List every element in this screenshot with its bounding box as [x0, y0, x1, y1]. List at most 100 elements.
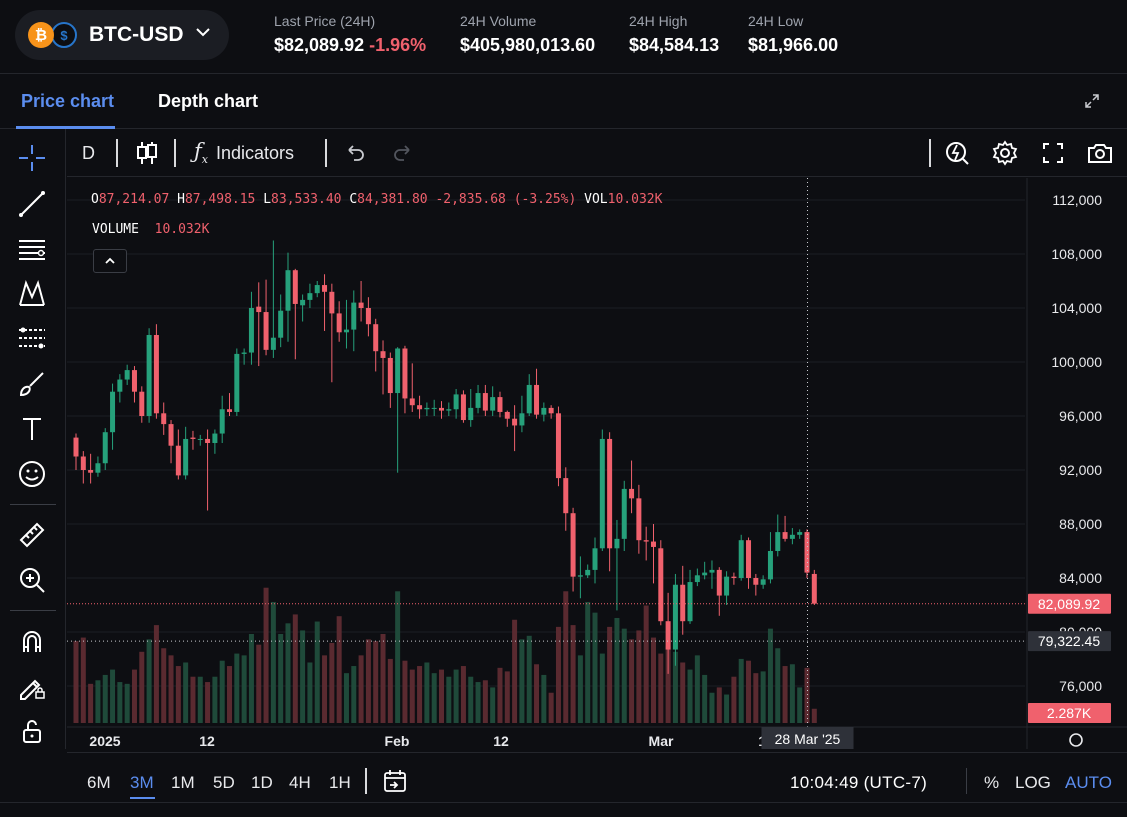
volume-bar: [687, 669, 693, 723]
volume-bar: [709, 692, 715, 723]
interval-selector[interactable]: D: [82, 142, 95, 163]
range-1m[interactable]: 1M: [171, 773, 195, 792]
price-chart[interactable]: 112,000 108,000 104,000 100,000 96,000 92,000…: [67, 178, 1127, 749]
candle-body: [387, 357, 393, 394]
candle-body: [161, 413, 167, 425]
candle-body: [526, 384, 532, 414]
pattern-icon[interactable]: [15, 277, 49, 311]
volume-bar: [117, 682, 123, 723]
candle-body: [614, 538, 620, 549]
log-scale-toggle[interactable]: LOG: [1015, 773, 1051, 792]
tab-price-chart[interactable]: Price chart: [21, 91, 115, 111]
emoji-icon[interactable]: [15, 457, 49, 491]
vol-label: VOL: [584, 192, 608, 207]
candle-body: [760, 579, 766, 585]
drawing-visibility-icon[interactable]: [944, 139, 970, 167]
redo-icon[interactable]: [392, 139, 414, 167]
collapse-legend-button[interactable]: [93, 249, 127, 273]
horizontal-lines-icon[interactable]: [15, 233, 49, 267]
low-value: $81,966.00: [748, 35, 839, 55]
candle-body: [212, 433, 218, 443]
indicators-button[interactable]: ƒx Indicators: [194, 139, 294, 167]
volume-bar: [570, 625, 576, 723]
volume-bar: [512, 619, 518, 723]
lock-drawing-icon[interactable]: [15, 669, 49, 703]
volume-bar: [775, 648, 781, 723]
trend-line-icon[interactable]: [15, 187, 49, 221]
function-icon: ƒx: [194, 139, 208, 167]
candle-body: [789, 534, 795, 539]
tab-depth-chart[interactable]: Depth chart: [158, 91, 259, 111]
candles-icon[interactable]: [136, 139, 158, 167]
crosshair-price-tag-bg: [1028, 631, 1111, 652]
fullscreen-icon[interactable]: [1041, 139, 1065, 167]
volume-bar: [782, 666, 788, 723]
candle-body: [555, 413, 561, 479]
market-header: ₿ $ BTC-USD Last Price (24H) $82,089.92 …: [0, 0, 1127, 74]
candle-body: [73, 437, 79, 457]
volume-bar: [716, 687, 722, 723]
low-stat: 24H Low $81,966.00: [748, 13, 838, 56]
date-range-icon[interactable]: [382, 768, 408, 799]
candle-body: [300, 299, 306, 306]
change-value: -2,835.68 (-3.25%): [435, 192, 577, 207]
range-3m[interactable]: 3M: [130, 773, 154, 792]
unlock-icon[interactable]: [15, 714, 49, 748]
price-tick-label: 108,000: [1051, 246, 1102, 262]
chevron-up-icon: [105, 257, 115, 264]
volume-bar: [614, 617, 620, 723]
undo-icon[interactable]: [344, 139, 366, 167]
fib-retracement-icon[interactable]: [15, 322, 49, 356]
volume-bar: [417, 666, 423, 723]
candle-body: [95, 463, 101, 473]
candle-body: [599, 438, 605, 549]
candle-body: [395, 348, 401, 394]
auto-scale-toggle[interactable]: AUTO: [1065, 773, 1112, 792]
expand-icon[interactable]: [1083, 92, 1101, 110]
candle-body: [541, 407, 547, 415]
volume-bar: [724, 694, 730, 723]
volume-bar: [256, 644, 262, 723]
volume-bar: [373, 641, 379, 723]
candle-body: [797, 532, 803, 535]
volume-legend-value: 10.032K: [154, 222, 210, 237]
text-tool-icon[interactable]: [15, 412, 49, 446]
percent-scale-toggle[interactable]: %: [984, 773, 1000, 792]
volume-bar: [197, 676, 203, 723]
last-price-tag-bg: [1028, 593, 1111, 614]
crosshair-icon[interactable]: [15, 141, 49, 175]
price-tick-label: 92,000: [1059, 462, 1102, 478]
volume-stat: 24H Volume $405,980,013.60: [460, 13, 595, 56]
volume-bar: [329, 642, 335, 723]
crosshair-date-bg: [761, 727, 854, 749]
price-change: -1.96%: [369, 35, 427, 55]
pair-selector[interactable]: ₿ $ BTC-USD: [15, 10, 229, 60]
candle-body: [482, 393, 488, 411]
volume-bar: [88, 683, 94, 723]
volume-bar: [161, 648, 167, 723]
range-1h[interactable]: 1H: [329, 773, 351, 792]
candle-body: [417, 405, 423, 410]
zoom-in-icon[interactable]: [15, 563, 49, 597]
volume-bar: [453, 669, 459, 723]
candle-body: [636, 498, 642, 541]
range-6m[interactable]: 6M: [87, 773, 111, 792]
volume-bar: [380, 634, 386, 723]
volume-bar: [139, 651, 145, 723]
volume-bar: [541, 674, 547, 723]
candlesticks: [73, 240, 817, 674]
ruler-icon[interactable]: [15, 518, 49, 552]
toolbar-divider: [966, 768, 967, 794]
range-1d[interactable]: 1D: [251, 773, 273, 792]
magnet-icon[interactable]: [15, 624, 49, 658]
volume-tag: 2.287K: [1047, 705, 1092, 721]
last-price-tag: 82,089.92: [1038, 596, 1100, 612]
gear-icon[interactable]: [992, 139, 1018, 167]
candle-body: [336, 313, 342, 333]
range-4h[interactable]: 4H: [289, 773, 311, 792]
brush-icon[interactable]: [15, 367, 49, 401]
indicators-label: Indicators: [216, 142, 295, 163]
camera-icon[interactable]: [1087, 139, 1113, 167]
range-5d[interactable]: 5D: [213, 773, 235, 792]
volume-bar: [460, 666, 466, 723]
